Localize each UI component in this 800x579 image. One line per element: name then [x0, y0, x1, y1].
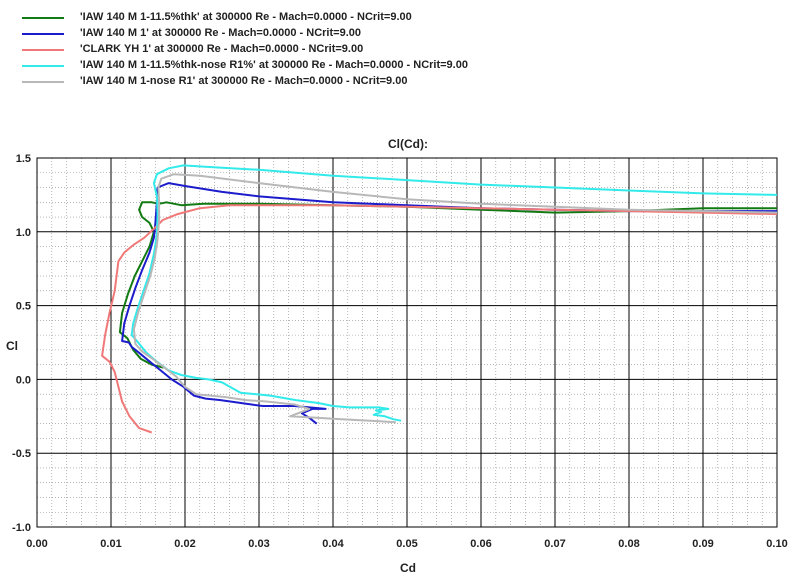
legend-label: 'IAW 140 M 1-11.5%thk' at 300000 Re - Ma… — [80, 11, 412, 23]
series-lines — [101, 164, 778, 434]
x-tick-label: 0.05 — [396, 538, 417, 550]
legend-swatch — [22, 65, 64, 67]
y-tick-label: 1.0 — [16, 227, 31, 239]
legend-item: 'IAW 140 M 1-11.5%thk' at 300000 Re - Ma… — [22, 10, 582, 26]
legend-label: 'IAW 140 M 1-11.5%thk-nose R1%' at 30000… — [80, 59, 468, 71]
legend-item: 'IAW 140 M 1-11.5%thk-nose R1%' at 30000… — [22, 58, 582, 74]
legend-item: 'IAW 140 M 1' at 300000 Re - Mach=0.0000… — [22, 26, 582, 42]
x-tick-label: 0.07 — [544, 538, 565, 550]
series-line-1 — [118, 201, 777, 369]
y-tick-label: -0.5 — [12, 448, 31, 460]
y-tick-labels: 1.5 1.0 0.5 0.0 -0.5 -1.0 — [12, 153, 31, 534]
y-tick-label: 0.0 — [16, 374, 31, 386]
y-tick-label: -1.0 — [12, 522, 31, 534]
x-tick-label: 0.04 — [322, 538, 344, 550]
y-tick-label: 0.5 — [16, 301, 31, 313]
grid-major — [37, 158, 777, 527]
legend-label: 'CLARK YH 1' at 300000 Re - Mach=0.0000 … — [80, 43, 364, 55]
legend-swatch — [22, 49, 64, 51]
legend-item: 'IAW 140 M 1-nose R1' at 300000 Re - Mac… — [22, 74, 582, 90]
legend-label: 'IAW 140 M 1' at 300000 Re - Mach=0.0000… — [80, 27, 361, 39]
legend-swatch — [22, 17, 64, 19]
x-tick-label: 0.03 — [248, 538, 269, 550]
x-tick-labels: 0.00 0.01 0.02 0.03 0.04 0.05 0.06 0.07 0.08 0.09… — [26, 538, 787, 550]
chart-title: Cl(Cd): — [388, 137, 428, 151]
legend-item: 'CLARK YH 1' at 300000 Re - Mach=0.0000 … — [22, 42, 582, 58]
x-tick-label: 0.02 — [174, 538, 195, 550]
x-tick-label: 0.00 — [26, 538, 47, 550]
series-line-2 — [121, 182, 777, 425]
series-line-5 — [132, 173, 778, 424]
legend: 'IAW 140 M 1-11.5%thk' at 300000 Re - Ma… — [22, 10, 582, 90]
x-tick-label: 0.06 — [470, 538, 491, 550]
x-tick-label: 0.08 — [618, 538, 639, 550]
plot-frame — [36, 157, 778, 528]
legend-swatch — [22, 33, 64, 35]
legend-label: 'IAW 140 M 1-nose R1' at 300000 Re - Mac… — [80, 75, 408, 87]
x-tick-label: 0.10 — [766, 538, 787, 550]
series-line-3 — [101, 204, 778, 434]
legend-swatch — [22, 81, 64, 83]
y-axis-title: Cl — [6, 339, 18, 353]
x-tick-label: 0.09 — [692, 538, 713, 550]
x-tick-label: 0.01 — [100, 538, 121, 550]
series-line-4 — [130, 164, 778, 422]
y-tick-label: 1.5 — [16, 153, 31, 165]
x-axis-title: Cd — [400, 561, 416, 575]
